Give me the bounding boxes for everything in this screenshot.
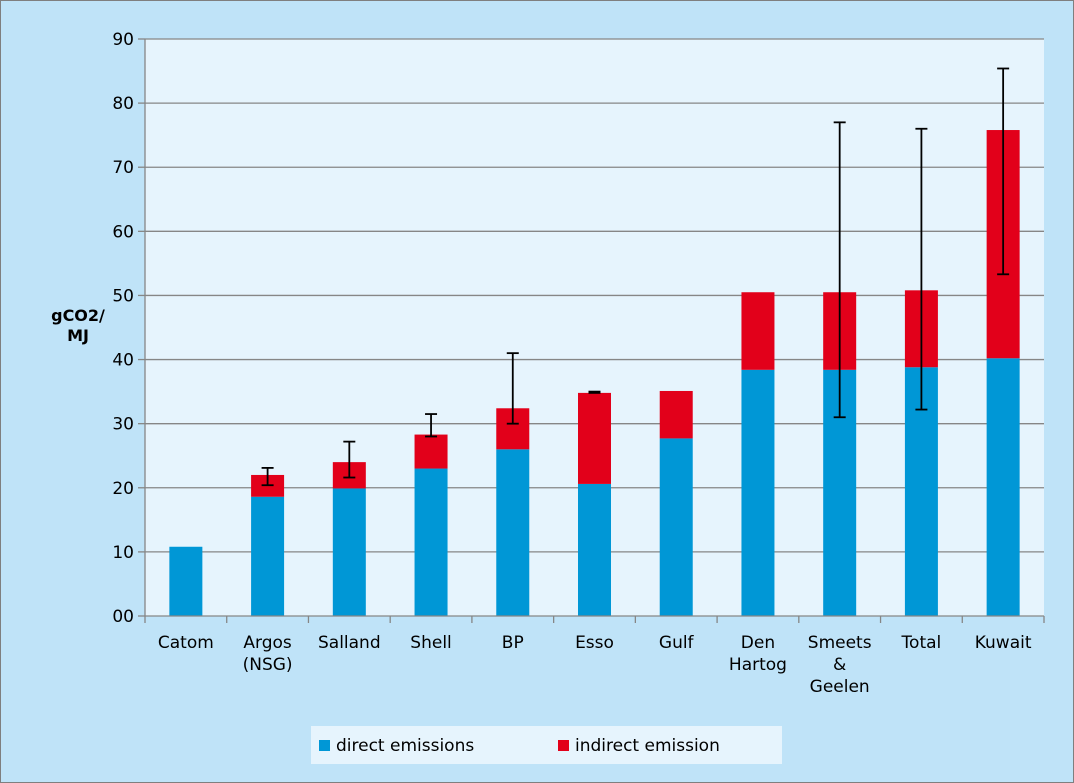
y-tick-label: 70 bbox=[112, 158, 134, 178]
x-tick-label: Gulf bbox=[659, 633, 695, 653]
legend-swatch-indirect bbox=[558, 740, 569, 751]
y-tick-label: 40 bbox=[112, 351, 134, 371]
y-tick-label: 90 bbox=[112, 30, 134, 50]
x-tick-label: Salland bbox=[318, 633, 381, 653]
bar-direct-esso bbox=[578, 483, 611, 616]
x-tick-label: Hartog bbox=[729, 655, 787, 675]
y-tick-label: 10 bbox=[112, 543, 134, 563]
legend-label-indirect: indirect emission bbox=[575, 736, 720, 756]
legend-label-direct: direct emissions bbox=[336, 736, 474, 756]
y-tick-label: 30 bbox=[112, 415, 134, 435]
error-bars bbox=[261, 67, 1010, 487]
bar-indirect-esso bbox=[578, 392, 611, 484]
y-axis-label-line-1: gCO2/ bbox=[51, 306, 105, 325]
bar-indirect-den-hartog bbox=[741, 292, 775, 370]
legend-box bbox=[311, 726, 782, 764]
bar-direct-salland bbox=[332, 488, 366, 616]
bar-direct-argos-nsg bbox=[251, 496, 285, 616]
legend: direct emissions indirect emission bbox=[311, 726, 782, 764]
x-tick-label: Kuwait bbox=[975, 633, 1032, 653]
x-tick-label: Geelen bbox=[810, 677, 870, 697]
y-tick-label: 20 bbox=[112, 479, 134, 499]
x-tick-label: Argos bbox=[243, 633, 292, 653]
y-tick-label: 80 bbox=[112, 94, 134, 114]
axes: 00 10 20 30 40 50 60 70 80 90 Catom Argos(NSG) Salla… bbox=[112, 30, 1045, 697]
y-tick-label: 60 bbox=[112, 222, 134, 242]
x-tick-label: Total bbox=[901, 633, 942, 653]
bar-direct-bp bbox=[496, 449, 530, 616]
y-tick-label: 50 bbox=[112, 286, 134, 306]
bars bbox=[169, 130, 1020, 616]
y-tick-label: 00 bbox=[112, 607, 134, 627]
bar-direct-catom bbox=[169, 546, 203, 616]
bar-direct-gulf bbox=[659, 438, 693, 616]
x-tick-label: Smeets bbox=[808, 633, 872, 653]
x-tick-label: BP bbox=[502, 633, 524, 653]
x-tick-label: (NSG) bbox=[243, 655, 293, 675]
bar-direct-den-hartog bbox=[741, 369, 775, 616]
x-tick-label: Den bbox=[741, 633, 775, 653]
x-tick-label: Shell bbox=[410, 633, 451, 653]
x-tick-label: Esso bbox=[575, 633, 614, 653]
bar-direct-shell bbox=[414, 468, 448, 616]
x-tick-label: Catom bbox=[158, 633, 214, 653]
legend-swatch-direct bbox=[319, 740, 330, 751]
bar-indirect-shell bbox=[414, 434, 448, 469]
bar-indirect-gulf bbox=[659, 390, 693, 439]
y-axis-label-line-2: MJ bbox=[67, 326, 89, 345]
x-tick-label: & bbox=[833, 655, 846, 675]
bar-direct-kuwait bbox=[986, 358, 1020, 616]
